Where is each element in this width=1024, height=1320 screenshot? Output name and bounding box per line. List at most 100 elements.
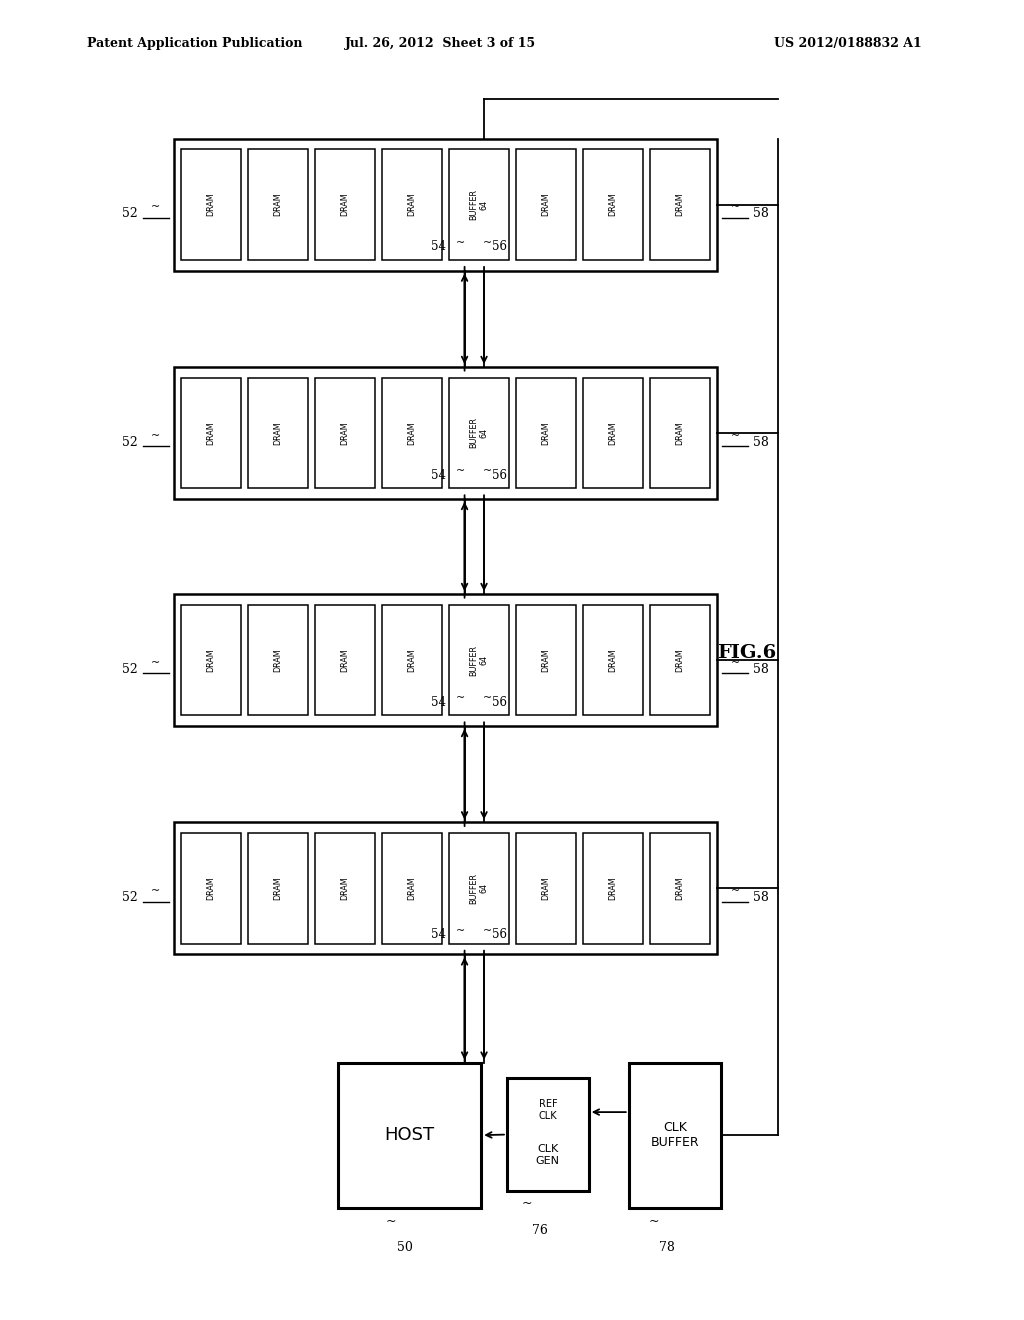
Bar <box>248 149 308 260</box>
Text: DRAM: DRAM <box>207 421 216 445</box>
Bar <box>583 378 643 488</box>
Bar <box>583 605 643 715</box>
Bar <box>315 378 375 488</box>
Bar <box>174 594 717 726</box>
Bar <box>516 149 575 260</box>
Text: CLK
BUFFER: CLK BUFFER <box>650 1121 699 1150</box>
Bar <box>174 139 717 271</box>
Text: CLK
GEN: CLK GEN <box>536 1144 560 1166</box>
Bar <box>181 378 241 488</box>
Text: DRAM: DRAM <box>341 421 349 445</box>
Bar <box>449 149 509 260</box>
Bar <box>338 1063 481 1208</box>
Bar <box>382 378 442 488</box>
Text: DRAM: DRAM <box>273 648 283 672</box>
Bar <box>174 822 717 954</box>
Text: 56: 56 <box>493 928 507 941</box>
Text: ~: ~ <box>482 693 492 704</box>
Text: 76: 76 <box>531 1224 548 1237</box>
Text: DRAM: DRAM <box>675 193 684 216</box>
Bar <box>449 605 509 715</box>
Text: BUFFER
64: BUFFER 64 <box>469 417 488 449</box>
Text: REF
CLK: REF CLK <box>539 1100 557 1121</box>
Bar <box>449 833 509 944</box>
Text: BUFFER
64: BUFFER 64 <box>469 644 488 676</box>
Text: DRAM: DRAM <box>608 648 617 672</box>
Text: ~: ~ <box>730 202 740 213</box>
Text: 52: 52 <box>123 207 138 220</box>
Bar <box>181 605 241 715</box>
Text: HOST: HOST <box>385 1126 434 1144</box>
Text: DRAM: DRAM <box>542 193 550 216</box>
Text: DRAM: DRAM <box>408 421 417 445</box>
Text: ~: ~ <box>456 466 465 477</box>
Text: ~: ~ <box>730 657 740 668</box>
Text: DRAM: DRAM <box>542 876 550 900</box>
Text: DRAM: DRAM <box>608 421 617 445</box>
Text: DRAM: DRAM <box>207 648 216 672</box>
Text: ~: ~ <box>151 886 161 896</box>
Text: DRAM: DRAM <box>341 648 349 672</box>
Bar <box>650 378 710 488</box>
Text: DRAM: DRAM <box>273 421 283 445</box>
Text: DRAM: DRAM <box>608 876 617 900</box>
Text: US 2012/0188832 A1: US 2012/0188832 A1 <box>774 37 922 50</box>
Text: 50: 50 <box>396 1241 413 1254</box>
Text: ~: ~ <box>730 430 740 441</box>
Text: ~: ~ <box>730 886 740 896</box>
Text: ~: ~ <box>456 693 465 704</box>
Text: DRAM: DRAM <box>408 193 417 216</box>
Text: ~: ~ <box>386 1214 396 1228</box>
Text: 54: 54 <box>431 696 446 709</box>
Text: DRAM: DRAM <box>408 876 417 900</box>
Text: DRAM: DRAM <box>207 876 216 900</box>
Text: DRAM: DRAM <box>408 648 417 672</box>
Bar <box>629 1063 721 1208</box>
Text: BUFFER
64: BUFFER 64 <box>469 189 488 220</box>
Text: ~: ~ <box>456 238 465 248</box>
Text: ~: ~ <box>482 238 492 248</box>
Bar <box>248 378 308 488</box>
Text: 58: 58 <box>753 663 769 676</box>
Text: ~: ~ <box>456 925 465 936</box>
Bar <box>315 605 375 715</box>
Text: 56: 56 <box>493 469 507 482</box>
Text: 58: 58 <box>753 207 769 220</box>
Text: 52: 52 <box>123 436 138 449</box>
Text: BUFFER
64: BUFFER 64 <box>469 873 488 904</box>
Text: 54: 54 <box>431 928 446 941</box>
Text: DRAM: DRAM <box>341 876 349 900</box>
Text: 52: 52 <box>123 891 138 904</box>
Bar <box>516 833 575 944</box>
Text: ~: ~ <box>649 1214 659 1228</box>
Bar <box>181 833 241 944</box>
Text: Patent Application Publication: Patent Application Publication <box>87 37 302 50</box>
Text: ~: ~ <box>522 1197 532 1210</box>
Bar <box>516 378 575 488</box>
Text: 58: 58 <box>753 891 769 904</box>
Bar <box>516 605 575 715</box>
Text: DRAM: DRAM <box>542 421 550 445</box>
Text: Jul. 26, 2012  Sheet 3 of 15: Jul. 26, 2012 Sheet 3 of 15 <box>345 37 536 50</box>
Bar <box>650 605 710 715</box>
Text: 56: 56 <box>493 696 507 709</box>
Bar <box>583 149 643 260</box>
Bar <box>315 149 375 260</box>
Text: 58: 58 <box>753 436 769 449</box>
Text: DRAM: DRAM <box>341 193 349 216</box>
Bar <box>174 367 717 499</box>
Text: 54: 54 <box>431 469 446 482</box>
Bar <box>382 605 442 715</box>
Text: 56: 56 <box>493 240 507 253</box>
Bar <box>449 378 509 488</box>
Text: ~: ~ <box>482 466 492 477</box>
Text: 78: 78 <box>658 1241 675 1254</box>
Bar <box>382 149 442 260</box>
Text: ~: ~ <box>151 657 161 668</box>
Bar <box>650 149 710 260</box>
Bar <box>583 833 643 944</box>
Text: DRAM: DRAM <box>608 193 617 216</box>
Text: DRAM: DRAM <box>675 421 684 445</box>
Text: 52: 52 <box>123 663 138 676</box>
Bar <box>181 149 241 260</box>
